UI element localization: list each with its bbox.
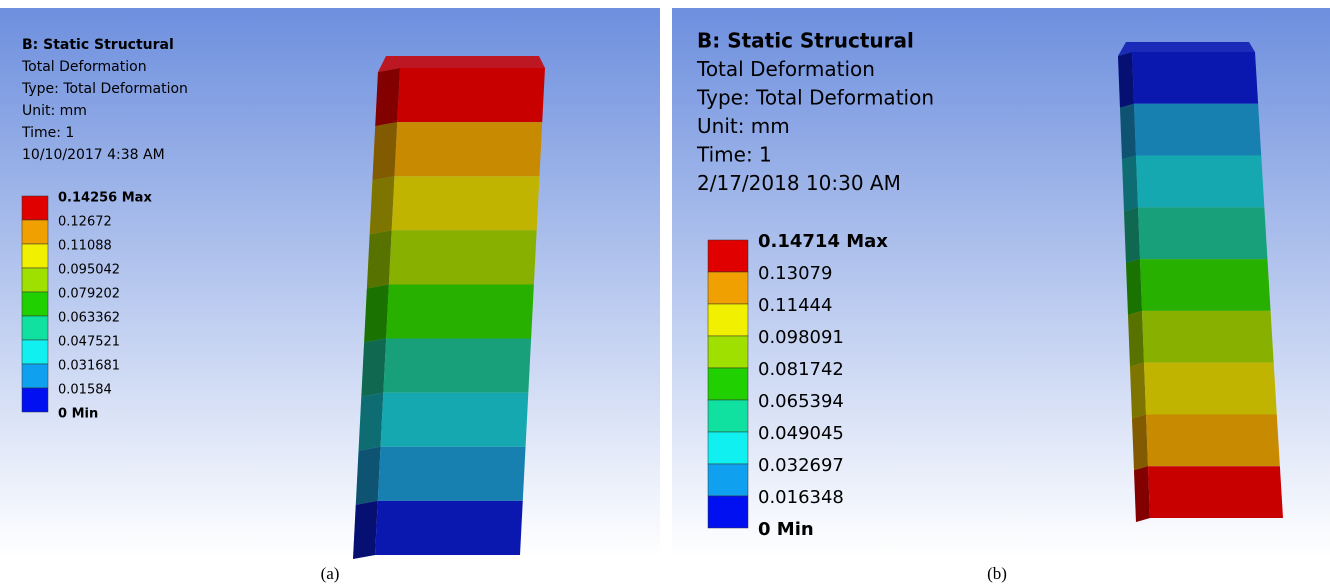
result-title: B: Static Structural <box>22 37 174 53</box>
legend-label: 0.032697 <box>758 455 844 476</box>
result-title: B: Static Structural <box>697 29 914 53</box>
legend-label: 0.079202 <box>58 287 120 302</box>
legend-label: 0.081742 <box>758 359 844 380</box>
column-band <box>1144 363 1277 415</box>
column-side-shade <box>370 176 395 234</box>
caption: (b) <box>987 564 1007 583</box>
legend-label: 0.031681 <box>58 359 120 374</box>
legend-swatch <box>22 244 48 268</box>
legend-label: 0.11088 <box>58 239 112 254</box>
legend-label: 0.13079 <box>758 263 832 284</box>
column-side-shade <box>372 122 397 180</box>
column-band <box>1138 207 1267 259</box>
column-band <box>1132 52 1258 104</box>
legend-swatch <box>708 304 748 336</box>
legend-swatch <box>22 340 48 364</box>
result-info: 10/10/2017 4:38 AM <box>22 147 165 163</box>
column-band <box>1148 466 1283 518</box>
column-band <box>1142 311 1274 363</box>
column-side-shade <box>353 501 378 559</box>
result-info: Type: Total Deformation <box>21 81 188 97</box>
column-band <box>394 122 542 176</box>
result-info: Time: 1 <box>696 143 772 167</box>
column-side-shade <box>1126 259 1142 315</box>
column-band <box>397 68 545 122</box>
column-band <box>386 284 534 338</box>
column-side-shade <box>1118 52 1134 108</box>
legend-label: 0.14256 Max <box>58 191 152 206</box>
result-info: Time: 1 <box>21 125 74 141</box>
column-side-shade <box>1122 156 1138 212</box>
legend-label: 0.12672 <box>58 215 112 230</box>
result-info: 2/17/2018 10:30 AM <box>697 171 901 195</box>
column-side-shade <box>356 447 381 505</box>
legend-label: 0.016348 <box>758 487 844 508</box>
column-side-shade <box>1130 363 1146 419</box>
legend-swatch <box>708 368 748 400</box>
legend-swatch <box>22 316 48 340</box>
legend-swatch <box>22 196 48 220</box>
legend-label: 0.063362 <box>58 311 120 326</box>
column-band <box>383 339 531 393</box>
legend-label: 0.095042 <box>58 263 120 278</box>
column-band <box>392 176 540 230</box>
column-side-shade <box>1134 466 1150 522</box>
result-info: Type: Total Deformation <box>696 86 934 110</box>
legend-label: 0.065394 <box>758 391 844 412</box>
legend-swatch <box>708 496 748 528</box>
legend-swatch <box>708 272 748 304</box>
column-side-shade <box>367 230 392 288</box>
legend-label: 0.098091 <box>758 327 844 348</box>
legend-swatch <box>22 268 48 292</box>
column-band <box>1136 156 1264 208</box>
column-side-shade <box>1132 414 1148 470</box>
legend-label: 0.047521 <box>58 335 120 350</box>
legend-label: 0.11444 <box>758 295 832 316</box>
column-band <box>389 230 537 284</box>
result-info: Total Deformation <box>21 59 147 75</box>
legend-label: 0.049045 <box>758 423 844 444</box>
result-info: Unit: mm <box>22 103 87 119</box>
figure: B: Static Structural Total Deformation Typ… <box>0 0 1330 587</box>
column-side-shade <box>1124 207 1140 263</box>
column-side-shade <box>359 393 384 451</box>
legend-swatch <box>22 388 48 412</box>
result-info: Total Deformation <box>696 57 875 81</box>
legend-swatch <box>708 400 748 432</box>
legend-swatch <box>708 432 748 464</box>
legend-label: 0.14714 Max <box>758 231 888 252</box>
legend-swatch <box>22 292 48 316</box>
column-band <box>1140 259 1271 311</box>
column-side-shade <box>375 68 400 126</box>
legend-label: 0 Min <box>758 519 814 540</box>
column-band <box>381 393 529 447</box>
legend-swatch <box>708 336 748 368</box>
legend-label: 0 Min <box>58 407 98 422</box>
legend-swatch <box>708 464 748 496</box>
legend-label: 0.01584 <box>58 383 112 398</box>
column-side-shade <box>1120 104 1136 160</box>
column-band <box>1146 414 1280 466</box>
column-side-shade <box>361 339 386 397</box>
legend-swatch <box>22 364 48 388</box>
caption: (a) <box>321 564 340 583</box>
column-band <box>375 501 523 555</box>
legend-swatch <box>22 220 48 244</box>
column-side-shade <box>1128 311 1144 367</box>
column-side-shade <box>364 284 389 342</box>
column-band <box>1134 104 1261 156</box>
result-info: Unit: mm <box>697 114 790 138</box>
legend-swatch <box>708 240 748 272</box>
column-band <box>378 447 526 501</box>
